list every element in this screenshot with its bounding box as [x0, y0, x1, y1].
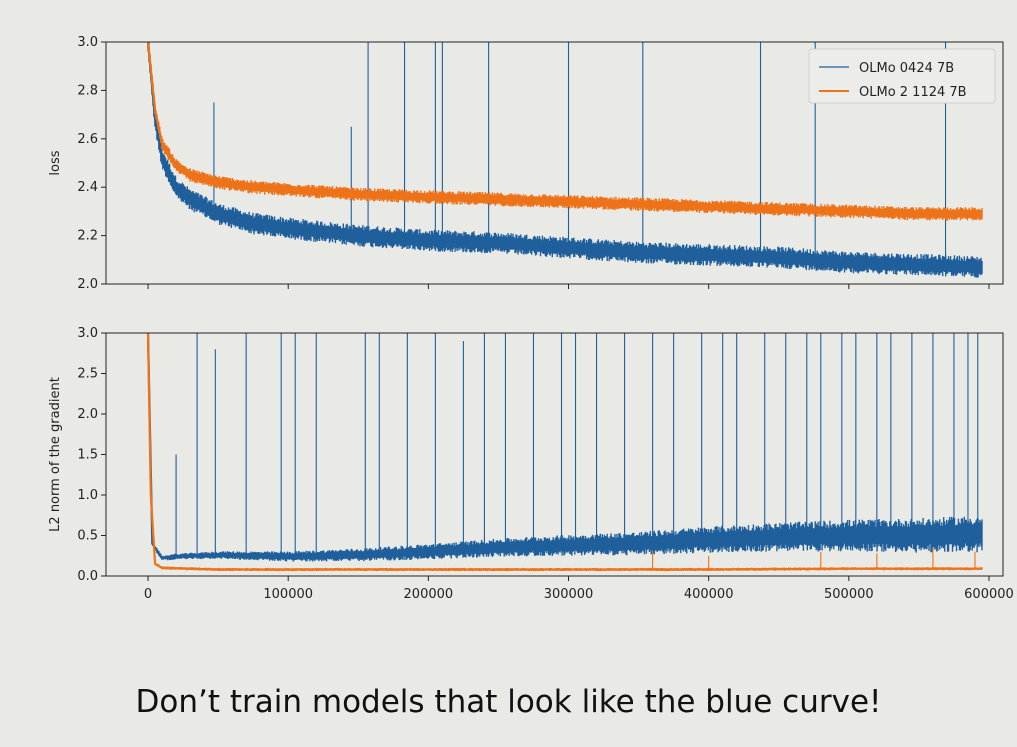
x-tick-label: 500000 [824, 587, 874, 602]
series-olmo-0424-7b [146, 42, 983, 278]
y-tick-label: 1.0 [77, 488, 98, 503]
mean-line [146, 42, 982, 215]
y-tick-label: 2.0 [77, 277, 98, 292]
legend-label: OLMo 0424 7B [859, 61, 954, 76]
plot-area [146, 333, 983, 572]
x-tick-label: 0 [144, 587, 152, 602]
series-olmo-0424-7b [146, 333, 983, 562]
legend: OLMo 0424 7B OLMo 2 1124 7B [808, 48, 996, 104]
y-tick-label: 2.6 [77, 132, 98, 147]
mean-line [146, 333, 983, 560]
legend-label: OLMo 2 1124 7B [859, 85, 967, 100]
legend-box [808, 48, 996, 104]
x-tick-label: 400000 [684, 587, 734, 602]
y-tick-label: 0.0 [77, 569, 98, 584]
axes-frame [105, 41, 1004, 285]
y-tick-label: 2.5 [77, 367, 98, 382]
mean-line [146, 333, 982, 571]
x-tick-label: 600000 [964, 587, 1014, 602]
y-tick-label: 2.8 [77, 83, 98, 98]
y-axis-label: L2 norm of the gradient [48, 377, 63, 532]
chart-1: 2.0 2.2 2.4 2.6 2.8 3.0 loss OLMo 0424 7B OLMo 2… [48, 35, 1004, 292]
y-tick-label: 2.4 [77, 180, 98, 195]
y-tick-label: 1.5 [77, 448, 98, 463]
chart-2: 0.0 0.5 1.0 1.5 2.0 2.5 3.0 0 100000 200000 300000… [48, 326, 1014, 602]
y-tick-label: 2.0 [77, 407, 98, 422]
y-tick-label: 2.2 [77, 229, 98, 244]
x-tick-label: 100000 [263, 587, 313, 602]
slide-caption: Don’t train models that look like the bl… [135, 684, 882, 720]
y-tick-label: 3.0 [77, 326, 98, 341]
series-olmo-2-1124-7b [146, 42, 983, 221]
y-axis-label: loss [48, 150, 63, 175]
x-tick-label: 200000 [404, 587, 454, 602]
mean-line [146, 42, 983, 269]
series-olmo-2-1124-7b [146, 333, 983, 572]
plot-area [146, 42, 983, 278]
y-tick-label: 0.5 [77, 529, 98, 544]
noise-band [147, 333, 983, 562]
charts-canvas: 2.0 2.2 2.4 2.6 2.8 3.0 loss OLMo 0424 7B OLMo 2… [48, 35, 1014, 602]
x-tick-label: 300000 [544, 587, 594, 602]
y-tick-label: 3.0 [77, 35, 98, 50]
